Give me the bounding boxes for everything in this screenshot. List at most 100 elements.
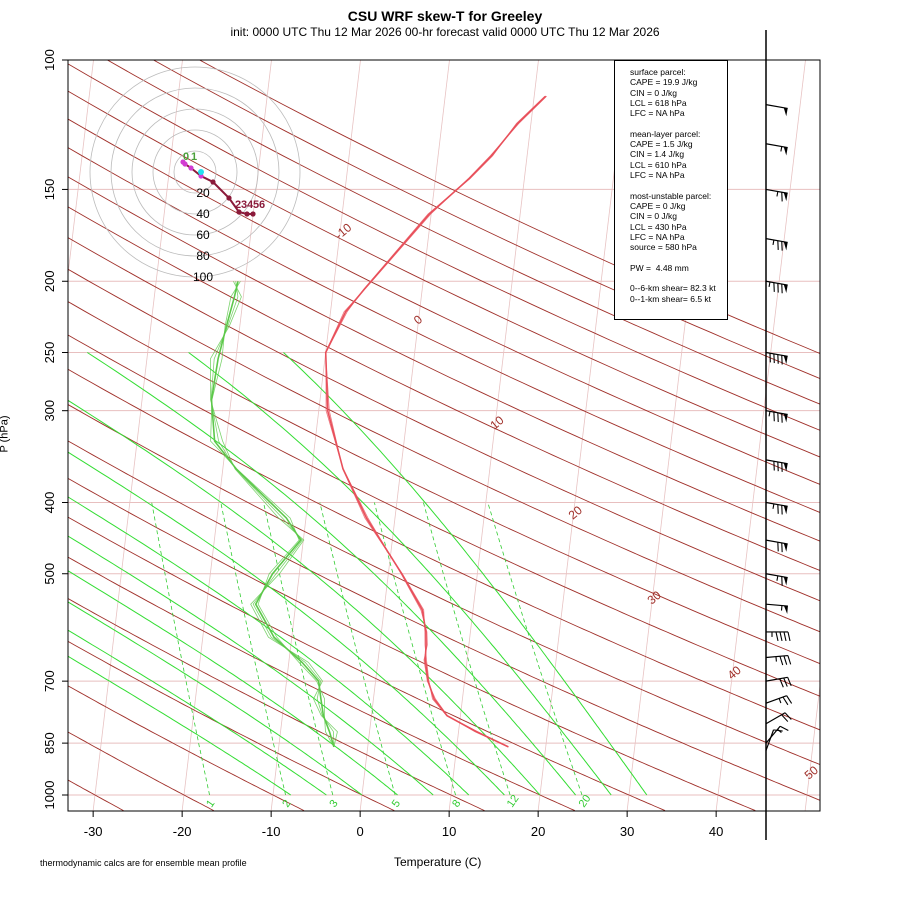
barb-flag xyxy=(783,677,788,687)
wind-barb xyxy=(765,238,788,251)
hodograph-ring-label: 40 xyxy=(196,207,210,221)
moist-adiabat xyxy=(68,451,505,796)
moist-adiabat xyxy=(68,655,292,796)
dewpoint-profile xyxy=(209,281,338,747)
hodograph-point xyxy=(250,211,256,217)
mixing-ratio-line xyxy=(423,502,511,796)
mixing-ratio-line xyxy=(220,502,286,796)
wind-barb xyxy=(765,695,793,706)
hodograph-height-label: 2 xyxy=(235,199,241,211)
chart-title: CSU WRF skew-T for Greeley xyxy=(347,8,543,24)
barb-half-flag xyxy=(780,146,783,152)
dry-adiabat xyxy=(107,60,820,405)
dry-adiabat xyxy=(68,118,820,485)
wind-barb xyxy=(766,631,791,642)
wind-barb xyxy=(765,410,788,423)
stat-line: 0--1-km shear= 6.5 kt xyxy=(630,293,712,304)
temperature-profile xyxy=(325,95,547,748)
barb-flag xyxy=(783,631,787,642)
x-tick-label: 0 xyxy=(357,824,364,839)
stat-line: LCL = 430 hPa xyxy=(630,221,687,232)
barb-flag xyxy=(787,631,791,642)
dry-adiabat xyxy=(68,147,820,513)
dry-adiabat xyxy=(68,237,820,602)
hodograph-ring-label: 100 xyxy=(193,270,213,284)
y-tick-label: 150 xyxy=(42,179,57,201)
barb-pennant xyxy=(783,576,788,586)
x-tick-label: -10 xyxy=(262,824,281,839)
barb-half-flag xyxy=(777,728,782,733)
dry-adiabat xyxy=(68,640,395,811)
dry-adiabat xyxy=(68,731,215,811)
stat-line: LFC = NA hPa xyxy=(630,170,685,180)
wind-barb xyxy=(765,603,788,615)
barb-pennant xyxy=(783,284,788,293)
barb-half-flag xyxy=(768,411,771,417)
dry-adiabat xyxy=(68,368,820,731)
footnote: thermodynamic calcs are for ensemble mea… xyxy=(40,858,247,868)
moist-adiabat xyxy=(188,352,612,796)
hodograph-point xyxy=(226,195,232,201)
barb-shaft xyxy=(765,695,787,704)
dry-adiabat xyxy=(68,477,756,811)
isotherm-line xyxy=(894,60,900,811)
hodograph-ring xyxy=(173,150,217,194)
barb-shaft xyxy=(765,725,781,744)
barb-shaft xyxy=(765,539,788,545)
isotherm-label: 50 xyxy=(802,763,821,783)
barb-pennant xyxy=(783,107,788,117)
mixing-ratio-label: 3 xyxy=(327,798,340,810)
temperature-profile xyxy=(324,95,547,748)
x-tick-label: -20 xyxy=(173,824,192,839)
barb-pennant xyxy=(783,192,788,202)
barb-flag xyxy=(782,696,789,706)
wind-barb xyxy=(765,351,788,365)
temperature-profile xyxy=(325,95,546,748)
barb-pennant xyxy=(783,146,788,156)
mixing-ratio-label: 20 xyxy=(577,793,594,810)
hodograph-ring xyxy=(110,87,280,257)
plot-frame xyxy=(67,59,821,812)
stat-line: mean-layer parcel: xyxy=(630,128,701,139)
isotherm-line xyxy=(715,60,806,811)
mixing-ratio-label: 12 xyxy=(505,793,522,810)
isotherm-line xyxy=(537,60,628,811)
barb-half-flag xyxy=(768,281,771,287)
moist-adiabat xyxy=(68,601,363,796)
dewpoint-profile xyxy=(210,281,335,748)
barb-pennant xyxy=(783,505,788,515)
stat-line: 0--6-km shear= 82.3 kt xyxy=(630,283,716,294)
chart-subtitle: init: 0000 UTC Thu 12 Mar 2026 00-hr for… xyxy=(230,25,660,39)
dry-adiabat xyxy=(68,176,820,542)
y-tick-label: 250 xyxy=(42,342,57,364)
barb-flag xyxy=(779,725,789,732)
x-tick-label: 30 xyxy=(620,824,634,839)
barb-pennant xyxy=(783,463,788,472)
hodograph-height-label: 4 xyxy=(247,199,254,211)
dry-adiabat xyxy=(68,598,485,811)
wind-barb xyxy=(765,539,788,553)
x-tick-label: 40 xyxy=(709,824,723,839)
hodograph-storm-motion xyxy=(198,169,204,175)
hodograph-point xyxy=(236,209,242,215)
isotherm-line xyxy=(68,60,94,278)
barb-shaft xyxy=(765,712,786,725)
stat-line: PW = 4.48 mm xyxy=(630,262,689,273)
mixing-ratio-line xyxy=(487,502,583,796)
y-tick-label: 300 xyxy=(42,400,57,422)
wind-barb xyxy=(765,712,792,725)
barb-shaft xyxy=(765,188,788,194)
dewpoint-profile xyxy=(210,281,335,747)
wind-barb xyxy=(765,104,788,117)
hodograph-height-label: 0 xyxy=(183,151,189,163)
barb-flag xyxy=(779,631,783,642)
barb-pennant xyxy=(783,413,788,423)
barb-shaft xyxy=(765,143,788,149)
wind-barb xyxy=(765,143,788,156)
dry-adiabat xyxy=(68,206,820,572)
hodograph-point xyxy=(188,165,194,171)
dry-adiabat xyxy=(68,268,820,633)
dry-adiabat xyxy=(68,404,820,766)
